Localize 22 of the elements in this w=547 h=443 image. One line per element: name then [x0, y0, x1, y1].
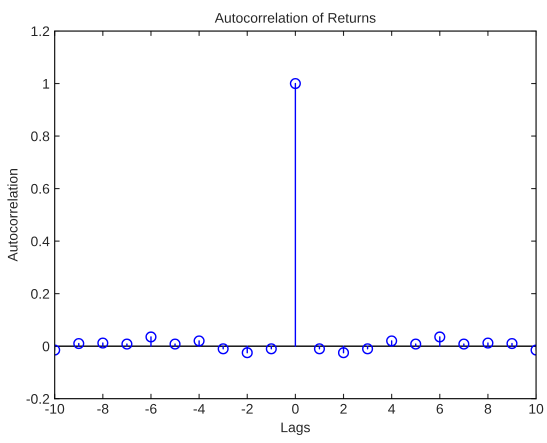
y-tick-label: 0 [42, 342, 50, 352]
x-tick-label: -2 [242, 404, 253, 414]
y-tick-label: 0.2 [31, 288, 50, 299]
y-tick-label: 1.2 [32, 26, 50, 36]
x-axis-title: Lags [281, 422, 310, 436]
x-tick-label: 4 [388, 404, 396, 414]
y-tick-label: 0.8 [31, 131, 50, 142]
x-tick-label: 10 [529, 404, 544, 414]
y-tick-label: -0.2 [26, 394, 50, 404]
x-tick-label: 8 [484, 404, 492, 414]
y-tick-label: 0.6 [31, 184, 50, 194]
chart-title: Autocorrelation of Returns [214, 12, 376, 23]
y-axis-title: Autocorrelation [7, 169, 18, 262]
x-tick-label: -4 [194, 404, 205, 414]
y-tick-label: 0.4 [31, 236, 50, 246]
x-tick-label: -10 [45, 404, 64, 414]
x-tick-label: -6 [145, 404, 157, 414]
x-tick-label: 2 [340, 404, 347, 414]
x-tick-label: 6 [436, 404, 444, 414]
x-tick-label: 0 [292, 404, 299, 414]
y-tick-label: 1 [43, 79, 50, 89]
x-tick-label: -8 [97, 404, 108, 414]
